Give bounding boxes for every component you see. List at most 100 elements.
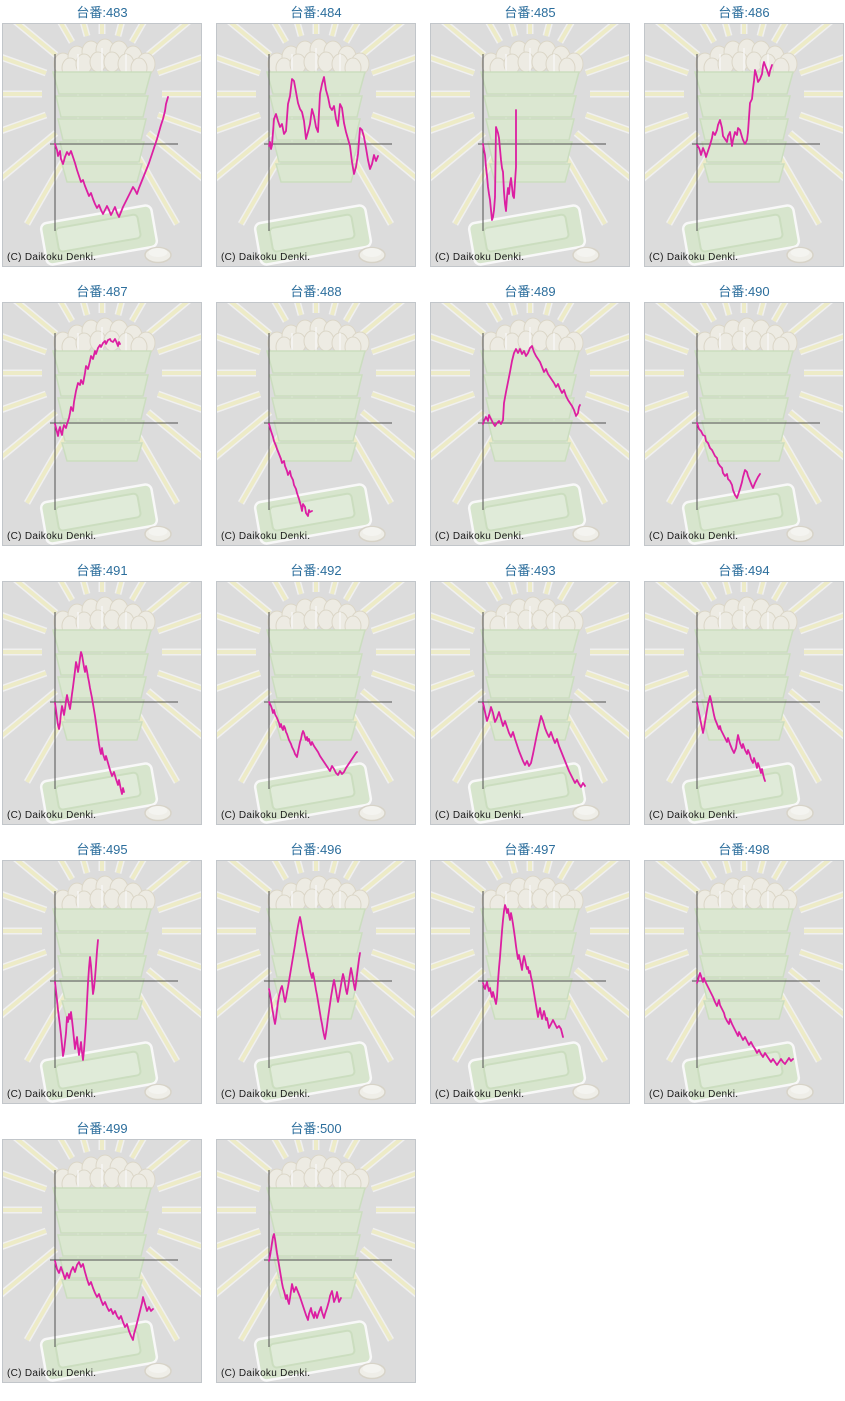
slump-graph [217,861,415,1103]
pachinko-watermark-image [3,303,201,544]
slump-graph [217,582,415,824]
slump-graph [645,582,843,824]
balance-line [268,76,379,175]
copyright-label: (C) Daikoku Denki. [221,252,311,263]
machine-tile: 台番:491 (C) Daikoku Denki. [2,562,202,825]
pachinko-watermark-image [3,24,201,265]
pachinko-watermark-image [645,861,843,1102]
slump-graph [3,1140,201,1382]
machine-tile: 台番:489 (C) Daikoku Denki. [430,283,630,546]
machine-title[interactable]: 台番:496 [290,842,342,857]
pachinko-watermark-image [645,582,843,823]
slump-graph [645,861,843,1103]
machine-title[interactable]: 台番:490 [718,284,770,299]
machine-title[interactable]: 台番:487 [76,284,128,299]
pachinko-watermark-image [3,582,201,823]
copyright-label: (C) Daikoku Denki. [221,1368,311,1379]
slump-graph-cell: (C) Daikoku Denki. [216,1139,416,1383]
balance-line [54,338,121,437]
balance-line [696,695,766,782]
pachinko-watermark-image [217,303,415,544]
slump-graph [3,861,201,1103]
machine-title[interactable]: 台番:494 [718,563,770,578]
pachinko-watermark-image [217,1140,415,1381]
pachinko-watermark-image [431,582,629,823]
machine-title[interactable]: 台番:499 [76,1121,128,1136]
slump-graph [217,1140,415,1382]
machine-tile: 台番:485 (C) Daikoku Denki. [430,4,630,267]
machine-title[interactable]: 台番:489 [504,284,556,299]
slump-graph-cell: (C) Daikoku Denki. [430,581,630,825]
pachinko-watermark-image [217,582,415,823]
balance-line [54,96,169,218]
machine-tile: 台番:497 (C) Daikoku Denki. [430,841,630,1104]
copyright-label: (C) Daikoku Denki. [649,1089,739,1100]
machine-title[interactable]: 台番:491 [76,563,128,578]
slump-graph-cell: (C) Daikoku Denki. [644,860,844,1104]
machine-tile: 台番:499 (C) Daikoku Denki. [2,1120,202,1383]
slump-graph [645,303,843,545]
copyright-label: (C) Daikoku Denki. [435,810,525,821]
machine-tile: 台番:495 (C) Daikoku Denki. [2,841,202,1104]
copyright-label: (C) Daikoku Denki. [435,531,525,542]
machine-title[interactable]: 台番:485 [504,5,556,20]
copyright-label: (C) Daikoku Denki. [221,531,311,542]
slump-graph [645,24,843,266]
slump-graph-cell: (C) Daikoku Denki. [216,860,416,1104]
slump-graph-cell: (C) Daikoku Denki. [2,1139,202,1383]
copyright-label: (C) Daikoku Denki. [221,810,311,821]
balance-line [696,972,794,1066]
machine-tile: 台番:496 (C) Daikoku Denki. [216,841,416,1104]
machine-tile: 台番:487 (C) Daikoku Denki. [2,283,202,546]
pachinko-watermark-image [217,861,415,1102]
machine-tile: 台番:493 (C) Daikoku Denki. [430,562,630,825]
slump-graph [3,24,201,266]
balance-line [268,701,358,776]
slump-graph-cell: (C) Daikoku Denki. [644,23,844,267]
machine-title[interactable]: 台番:497 [504,842,556,857]
pachinko-watermark-image [3,1140,201,1381]
balance-line [54,939,99,1061]
machine-title[interactable]: 台番:484 [290,5,342,20]
slump-graph-cell: (C) Daikoku Denki. [216,581,416,825]
balance-line [482,345,581,427]
slump-graph-cell: (C) Daikoku Denki. [2,581,202,825]
machine-tile: 台番:492 (C) Daikoku Denki. [216,562,416,825]
machine-tile: 台番:490 (C) Daikoku Denki. [644,283,844,546]
slump-graph [431,861,629,1103]
slump-graph [431,24,629,266]
copyright-label: (C) Daikoku Denki. [7,810,97,821]
pachinko-watermark-image [431,303,629,544]
balance-line [696,422,761,499]
copyright-label: (C) Daikoku Denki. [7,252,97,263]
machine-title[interactable]: 台番:486 [718,5,770,20]
slump-graph [431,582,629,824]
slump-graph-cell: (C) Daikoku Denki. [216,23,416,267]
machine-title[interactable]: 台番:500 [290,1121,342,1136]
copyright-label: (C) Daikoku Denki. [649,252,739,263]
machine-title[interactable]: 台番:492 [290,563,342,578]
machine-title[interactable]: 台番:495 [76,842,128,857]
machine-title[interactable]: 台番:483 [76,5,128,20]
machine-tile: 台番:484 (C) Daikoku Denki. [216,4,416,267]
copyright-label: (C) Daikoku Denki. [649,531,739,542]
slump-graph [3,582,201,824]
copyright-label: (C) Daikoku Denki. [7,1089,97,1100]
balance-line [54,1260,154,1341]
pachinko-watermark-image [217,24,415,265]
machine-tile: 台番:483 (C) Daikoku Denki. [2,4,202,267]
slump-graph-cell: (C) Daikoku Denki. [2,302,202,546]
machine-title[interactable]: 台番:493 [504,563,556,578]
machine-title[interactable]: 台番:498 [718,842,770,857]
slump-graph-cell: (C) Daikoku Denki. [2,860,202,1104]
machine-tile: 台番:498 (C) Daikoku Denki. [644,841,844,1104]
balance-line [696,61,773,158]
pachinko-watermark-image [431,24,629,265]
machine-title[interactable]: 台番:488 [290,284,342,299]
balance-line [54,651,125,795]
balance-line [482,904,564,1038]
slump-graph-cell: (C) Daikoku Denki. [430,302,630,546]
copyright-label: (C) Daikoku Denki. [435,1089,525,1100]
